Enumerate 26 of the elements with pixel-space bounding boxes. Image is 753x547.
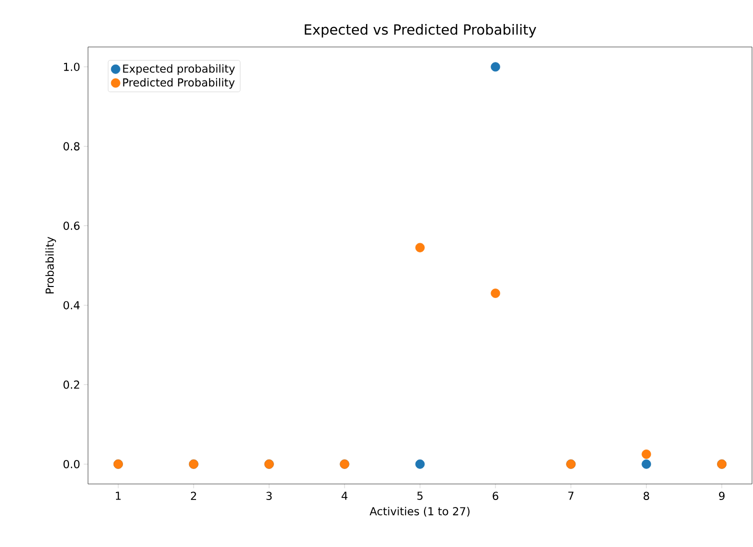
x-tick-label: 6 <box>492 492 498 500</box>
y-tick-label: 0.4 <box>64 301 80 310</box>
x-tick-label: 7 <box>568 492 574 500</box>
point <box>415 242 425 252</box>
point <box>642 449 652 459</box>
y-tick-label: 0.6 <box>64 222 80 230</box>
y-tick-label: 0.2 <box>64 380 80 389</box>
y-tick-label: 0.0 <box>64 460 80 468</box>
x-tick-label: 3 <box>266 492 272 500</box>
chart-title: Expected vs Predicted Probability <box>304 24 536 38</box>
point <box>490 62 500 72</box>
x-tick-label: 2 <box>190 492 196 500</box>
y-tick-label: 1.0 <box>64 62 80 71</box>
y-axis-title: Probability <box>45 236 56 294</box>
legend-label: Predicted Probability <box>123 78 235 89</box>
point <box>490 288 500 298</box>
x-tick-label: 9 <box>719 492 725 500</box>
x-axis-title: Activities (1 to 27) <box>370 506 470 517</box>
legend-label: Expected probability <box>123 64 235 75</box>
point <box>415 459 425 469</box>
point <box>642 459 652 469</box>
y-tick-label: 0.8 <box>64 142 80 150</box>
x-tick-label: 1 <box>116 492 121 500</box>
x-tick-label: 8 <box>644 492 650 500</box>
x-tick-label: 4 <box>342 492 348 500</box>
x-tick-label: 5 <box>417 492 423 500</box>
